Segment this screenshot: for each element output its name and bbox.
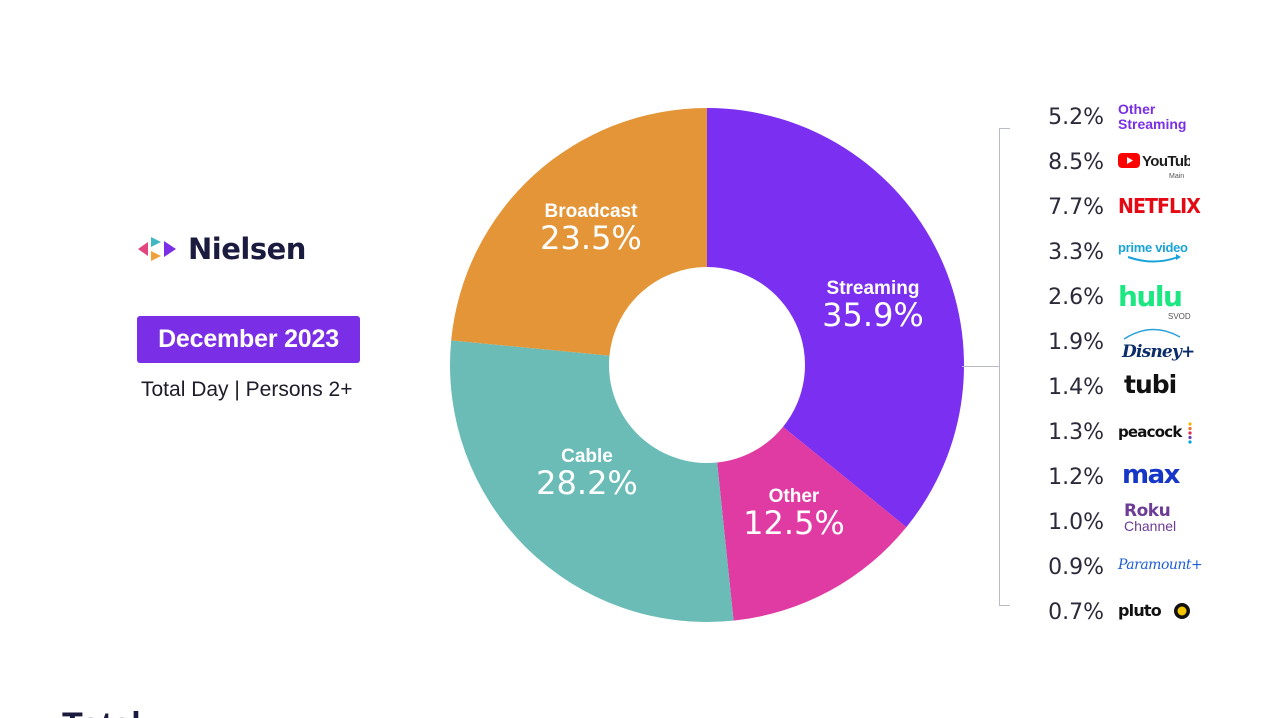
legend-row-peacock: 1.3% peacock bbox=[1032, 413, 1262, 457]
streaming-bracket bbox=[999, 128, 1010, 606]
youtube-sub: Main bbox=[1169, 173, 1184, 180]
slice-cable-value: 28.2% bbox=[536, 464, 638, 502]
roku-channel-logo: Roku Channel bbox=[1124, 501, 1177, 534]
legend-value: 1.9% bbox=[1048, 330, 1104, 355]
legend-row-roku: 1.0% Roku Channel bbox=[1032, 503, 1262, 547]
disney-plus-logo: Disney+ bbox=[1118, 325, 1195, 370]
date-badge: December 2023 bbox=[137, 316, 360, 363]
legend-value: 3.3% bbox=[1048, 240, 1104, 265]
audience-subtitle: Total Day | Persons 2+ bbox=[141, 378, 353, 401]
legend-value: 1.4% bbox=[1048, 375, 1104, 400]
slice-cable-name: Cable bbox=[561, 446, 613, 467]
slice-streaming-value: 35.9% bbox=[822, 296, 924, 334]
legend-row-prime-video: 3.3% prime video bbox=[1032, 233, 1262, 277]
legend-row-netflix: 7.7% NETFLIX bbox=[1032, 188, 1262, 232]
brand-name: Nielsen bbox=[188, 232, 306, 266]
legend-row-disney: 1.9% Disney+ bbox=[1032, 323, 1262, 367]
youtube-logo: YouTube Main bbox=[1118, 151, 1201, 186]
slice-streaming-name: Streaming bbox=[827, 278, 920, 299]
pluto-tv-logo: pluto bbox=[1118, 601, 1194, 632]
logo-text-line-2: Streaming bbox=[1118, 116, 1187, 132]
netflix-logo: NETFLIX bbox=[1118, 194, 1201, 218]
legend-row-max: 1.2% max bbox=[1032, 458, 1262, 502]
legend-value: 5.2% bbox=[1048, 105, 1104, 130]
other-streaming-logo: Other Streaming bbox=[1118, 102, 1186, 132]
logo-text-line-1: Other bbox=[1118, 101, 1156, 117]
prime-video-logo: prime video bbox=[1118, 239, 1194, 270]
pluto-wordmark: pluto bbox=[1118, 601, 1162, 620]
streaming-bracket-connector bbox=[962, 366, 1000, 367]
youtube-wordmark: YouTube bbox=[1142, 153, 1190, 170]
roku-wordmark: Roku bbox=[1124, 501, 1171, 521]
slice-other-name: Other bbox=[769, 486, 820, 507]
slice-other-value: 12.5% bbox=[743, 504, 845, 542]
slice-broadcast-value: 23.5% bbox=[540, 219, 642, 257]
slice-broadcast-name: Broadcast bbox=[545, 201, 639, 222]
legend-value: 0.7% bbox=[1048, 600, 1104, 625]
nielsen-brand: Nielsen bbox=[138, 232, 306, 266]
legend-value: 2.6% bbox=[1048, 285, 1104, 310]
disney-wordmark: Disney+ bbox=[1121, 342, 1194, 362]
prime-wordmark: prime video bbox=[1118, 240, 1188, 255]
slice-other bbox=[717, 426, 907, 621]
hulu-logo: hulu SVOD bbox=[1118, 278, 1194, 327]
hulu-wordmark: hulu bbox=[1118, 280, 1181, 313]
footer-partial-label: Total bbox=[62, 706, 141, 718]
legend-value: 1.2% bbox=[1048, 465, 1104, 490]
legend-value: 8.5% bbox=[1048, 150, 1104, 175]
slice-broadcast bbox=[451, 108, 707, 356]
legend-row-pluto: 0.7% pluto bbox=[1032, 593, 1262, 637]
slice-cable bbox=[449, 340, 734, 622]
paramount-plus-logo: Paramount+ bbox=[1118, 557, 1203, 573]
tubi-logo: tubi bbox=[1124, 370, 1177, 399]
legend-row-other-streaming: 5.2% Other Streaming bbox=[1032, 98, 1262, 142]
legend-row-tubi: 1.4% tubi bbox=[1032, 368, 1262, 412]
legend-value: 0.9% bbox=[1048, 555, 1104, 580]
legend-row-paramount: 0.9% Paramount+ bbox=[1032, 548, 1262, 592]
peacock-logo: peacock bbox=[1118, 421, 1194, 452]
legend-row-hulu: 2.6% hulu SVOD bbox=[1032, 278, 1262, 322]
peacock-wordmark: peacock bbox=[1118, 423, 1183, 441]
nielsen-logo-icon bbox=[138, 237, 176, 261]
legend-value: 1.3% bbox=[1048, 420, 1104, 445]
slice-streaming bbox=[707, 108, 964, 528]
legend-value: 7.7% bbox=[1048, 195, 1104, 220]
footer-cropped-text: Total bbox=[62, 706, 262, 718]
roku-sub: Channel bbox=[1124, 518, 1177, 534]
max-logo: max bbox=[1122, 460, 1180, 490]
legend-row-youtube: 8.5% YouTube Main bbox=[1032, 143, 1262, 187]
legend-value: 1.0% bbox=[1048, 510, 1104, 535]
hulu-sub: SVOD bbox=[1168, 312, 1191, 321]
